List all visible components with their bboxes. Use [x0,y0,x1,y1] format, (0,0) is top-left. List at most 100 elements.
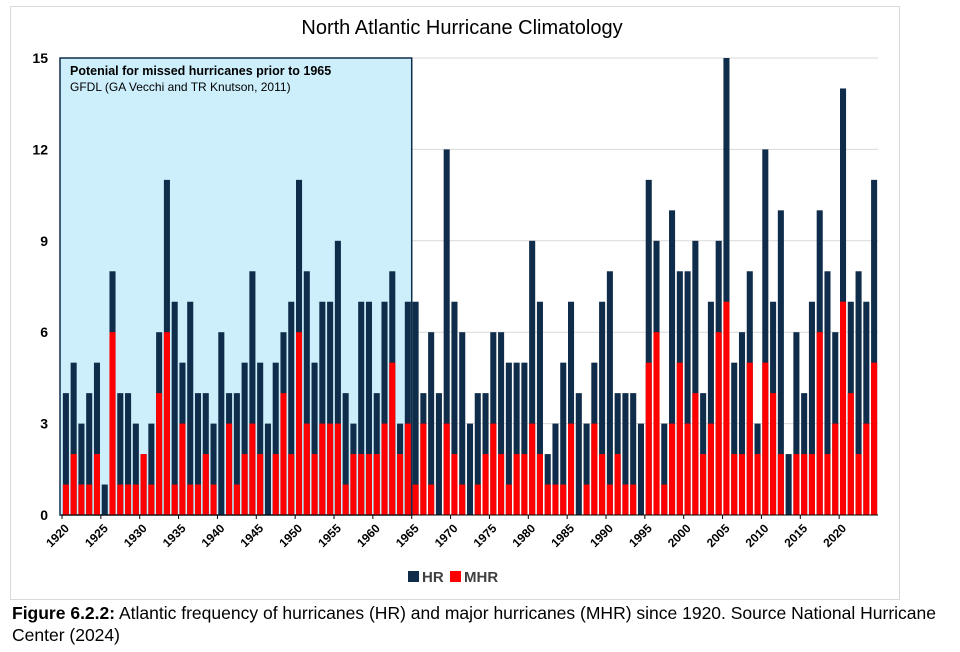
bar-hr-1947 [272,362,279,515]
bar-hr-2018 [824,271,831,515]
bar-mhr-1926 [109,332,116,515]
bar-hr-1922 [78,423,85,515]
bar-mhr-1954 [327,423,334,515]
legend: HR MHR [408,569,498,586]
bar-hr-2016 [808,301,815,515]
bar-hr-1998 [669,210,676,516]
bar-hr-1965 [412,301,419,515]
bar-hr-2010 [762,149,769,515]
x-tick-label: 1955 [315,521,344,550]
bar-mhr-1948 [280,393,287,515]
bar-hr-1944 [249,271,256,515]
bar-hr-1934 [171,301,178,515]
bar-mhr-1977 [505,484,512,515]
bar-hr-1953 [319,301,326,515]
bar-mhr-1952 [311,454,318,515]
bar-mhr-2016 [808,454,815,515]
figure-caption-text: Atlantic frequency of hurricanes (HR) an… [12,603,937,645]
bar-series-group [62,58,878,516]
bar-hr-2012 [777,210,784,516]
bar-mhr-1984 [560,484,567,515]
bar-hr-1969 [443,149,450,515]
y-tick-label: 15 [32,50,48,66]
bar-mhr-1934 [171,484,178,515]
bar-mhr-1943 [241,454,248,515]
bar-mhr-1987 [583,484,590,515]
bar-hr-1979 [521,362,528,515]
bar-hr-1981 [536,301,543,515]
x-tick-label: 1920 [43,521,72,550]
bar-mhr-1971 [459,484,466,515]
bar-hr-1945 [257,362,264,515]
bar-hr-1980 [529,240,536,516]
bar-hr-1989 [599,301,606,515]
chart-title: North Atlantic Hurricane Climatology [301,17,622,39]
bar-mhr-1973 [474,484,481,515]
bar-hr-1994 [637,423,645,515]
bar-hr-1968 [435,393,442,515]
bar-hr-2003 [707,301,714,515]
bar-mhr-1979 [521,454,528,515]
bar-mhr-2015 [801,454,808,515]
bar-mhr-1998 [669,423,676,515]
bar-mhr-1951 [303,423,310,515]
bar-hr-2005 [723,58,730,515]
bar-mhr-1965 [412,484,419,515]
bar-mhr-1941 [226,423,233,515]
bar-mhr-2004 [715,332,722,515]
bar-mhr-1981 [536,454,543,515]
bar-mhr-1978 [513,454,520,515]
y-tick-label: 6 [40,324,48,340]
bar-hr-1983 [552,423,559,515]
bar-mhr-1969 [443,423,450,515]
bar-mhr-1967 [428,484,435,515]
bar-hr-1959 [365,301,373,515]
x-tick-label: 1945 [238,521,267,550]
bar-hr-1997 [661,423,668,515]
bar-mhr-1927 [117,484,124,515]
bar-hr-1952 [311,362,318,515]
bar-mhr-1996 [653,332,660,515]
x-tick-label: 1985 [548,521,577,550]
bar-mhr-1949 [288,454,295,515]
bar-hr-1995 [645,179,652,515]
x-tick-label: 2000 [665,521,694,550]
bar-hr-2015 [801,393,808,515]
bar-hr-1936 [187,301,194,515]
bar-mhr-1999 [676,362,683,515]
bar-mhr-1962 [389,362,396,515]
bar-hr-1929 [132,423,139,515]
bar-mhr-1966 [420,423,427,515]
bar-mhr-1922 [78,484,85,515]
bar-hr-1954 [327,301,334,515]
bar-mhr-1939 [210,484,217,515]
bar-hr-1924 [93,362,101,515]
bar-hr-2002 [700,393,707,515]
bar-hr-1974 [482,393,489,515]
bar-mhr-1990 [606,484,613,515]
bar-hr-1946 [264,423,271,515]
legend-swatch-mhr [450,571,461,582]
bar-mhr-1970 [451,454,458,515]
bar-mhr-1921 [70,454,77,515]
bar-hr-2013 [785,454,792,515]
bar-hr-1955 [334,240,341,516]
bar-mhr-1947 [272,454,279,515]
bar-mhr-1930 [140,454,147,515]
bar-hr-1958 [358,301,365,515]
bar-mhr-1931 [148,484,155,515]
bar-mhr-1923 [86,484,93,515]
bar-mhr-1938 [202,454,209,515]
x-tick-label: 1950 [276,521,305,550]
bar-mhr-1935 [179,423,186,515]
bar-hr-2024 [871,179,878,515]
bar-mhr-1950 [295,332,303,515]
bar-mhr-2008 [746,362,753,515]
bar-hr-1927 [117,393,124,515]
bar-mhr-1932 [156,393,163,515]
y-tick-label: 9 [40,233,48,249]
bar-mhr-1937 [194,484,202,515]
bar-hr-1972 [466,423,474,515]
bar-mhr-2024 [871,362,878,515]
legend-label-mhr: MHR [464,569,498,586]
